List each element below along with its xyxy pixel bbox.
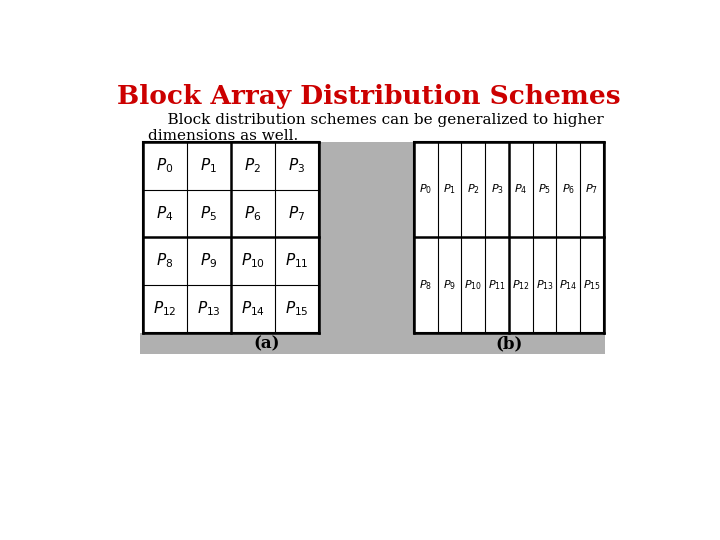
Text: (a): (a)	[253, 335, 279, 352]
Text: $P_{14}$: $P_{14}$	[559, 278, 577, 292]
Text: $P_{12}$: $P_{12}$	[512, 278, 530, 292]
Text: $P_4$: $P_4$	[514, 183, 527, 197]
Text: $P_4$: $P_4$	[156, 204, 174, 223]
Text: $P_0$: $P_0$	[156, 156, 174, 175]
Text: Block Array Distribution Schemes: Block Array Distribution Schemes	[117, 84, 621, 109]
Text: $P_7$: $P_7$	[585, 183, 598, 197]
Text: $P_{13}$: $P_{13}$	[536, 278, 554, 292]
Text: $P_3$: $P_3$	[288, 156, 305, 175]
Text: $P_1$: $P_1$	[443, 183, 456, 197]
Text: $P_2$: $P_2$	[244, 156, 261, 175]
Text: $P_5$: $P_5$	[538, 183, 551, 197]
Text: (b): (b)	[495, 335, 523, 352]
Text: $P_{15}$: $P_{15}$	[583, 278, 601, 292]
Text: $P_7$: $P_7$	[288, 204, 305, 223]
Text: $P_8$: $P_8$	[156, 252, 174, 271]
Text: $P_0$: $P_0$	[419, 183, 432, 197]
Text: $P_2$: $P_2$	[467, 183, 480, 197]
Text: Block distribution schemes can be generalized to higher
dimensions as well.: Block distribution schemes can be genera…	[148, 112, 604, 143]
Text: $P_{10}$: $P_{10}$	[240, 252, 265, 271]
Text: $P_{13}$: $P_{13}$	[197, 300, 220, 318]
Text: $P_8$: $P_8$	[419, 278, 432, 292]
Text: $P_9$: $P_9$	[200, 252, 217, 271]
Text: $P_{15}$: $P_{15}$	[285, 300, 308, 318]
Text: $P_1$: $P_1$	[200, 156, 217, 175]
Text: $P_{11}$: $P_{11}$	[285, 252, 308, 271]
Text: $P_5$: $P_5$	[200, 204, 217, 223]
Bar	[319, 142, 392, 333]
Bar	[143, 142, 319, 333]
Text: $P_{11}$: $P_{11}$	[488, 278, 506, 292]
Bar	[140, 333, 606, 354]
Text: $P_6$: $P_6$	[244, 204, 261, 223]
Bar	[392, 142, 414, 333]
Text: $P_{10}$: $P_{10}$	[464, 278, 482, 292]
Text: $P_{14}$: $P_{14}$	[240, 300, 265, 318]
Text: $P_9$: $P_9$	[443, 278, 456, 292]
Text: $P_{12}$: $P_{12}$	[153, 300, 176, 318]
Bar	[414, 142, 604, 333]
Text: $P_3$: $P_3$	[490, 183, 503, 197]
Text: $P_6$: $P_6$	[562, 183, 575, 197]
